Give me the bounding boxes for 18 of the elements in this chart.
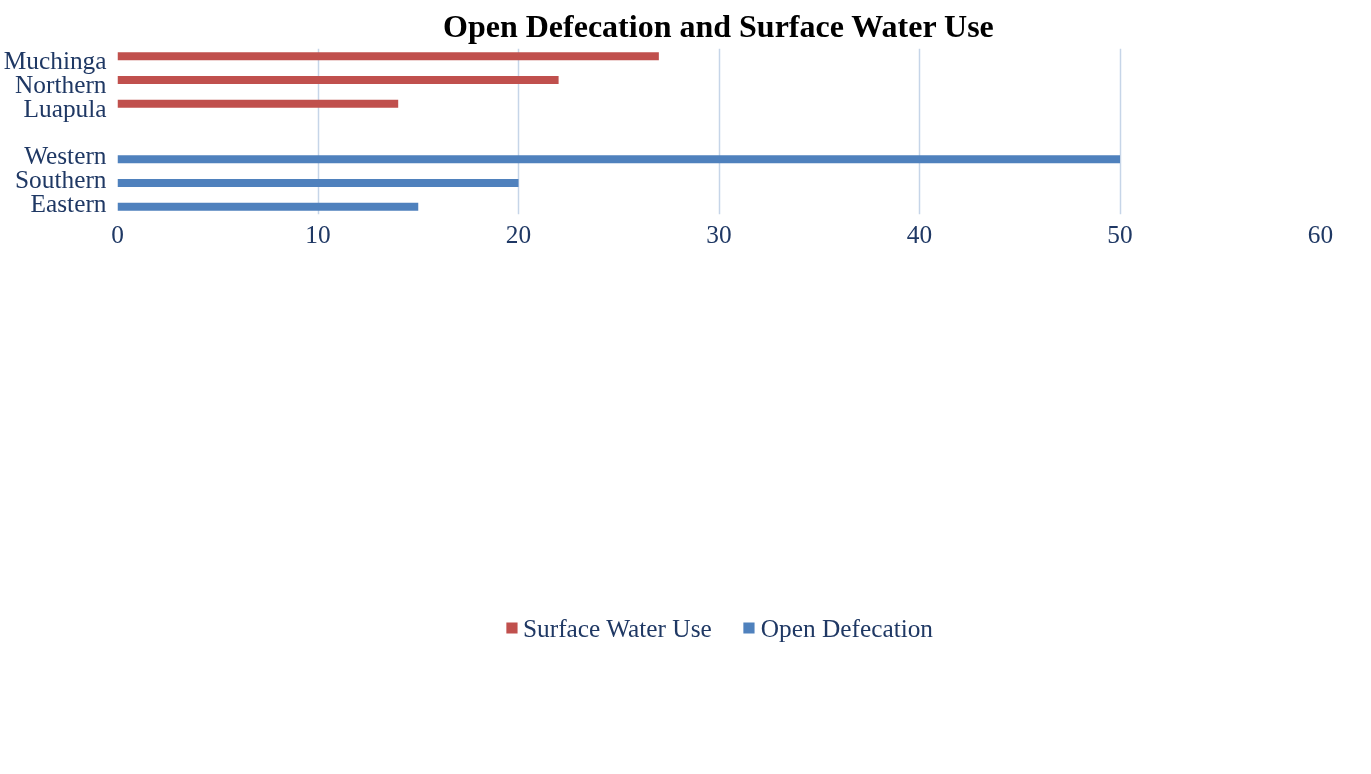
bar xyxy=(117,76,559,85)
x-tick-label: 60 xyxy=(1307,219,1334,248)
bar xyxy=(117,52,659,61)
bar xyxy=(117,178,519,187)
legend-label: Surface Water Use xyxy=(522,613,712,643)
x-tick-label: 10 xyxy=(305,219,331,248)
bar xyxy=(117,99,399,108)
x-tick-label: 50 xyxy=(1107,219,1133,248)
bar xyxy=(117,202,419,211)
legend-label: Open Defecation xyxy=(760,613,934,643)
y-tick-label: Muchinga xyxy=(3,46,107,75)
x-tick-label: 30 xyxy=(706,219,732,248)
x-tick-label: 0 xyxy=(111,219,124,248)
chart-title: Open Defecation and Surface Water Use xyxy=(443,7,994,44)
y-tick-label: Luapula xyxy=(23,93,107,122)
x-tick-label: 20 xyxy=(505,219,532,248)
x-tick-label: 40 xyxy=(906,219,933,248)
bar xyxy=(117,155,1120,164)
